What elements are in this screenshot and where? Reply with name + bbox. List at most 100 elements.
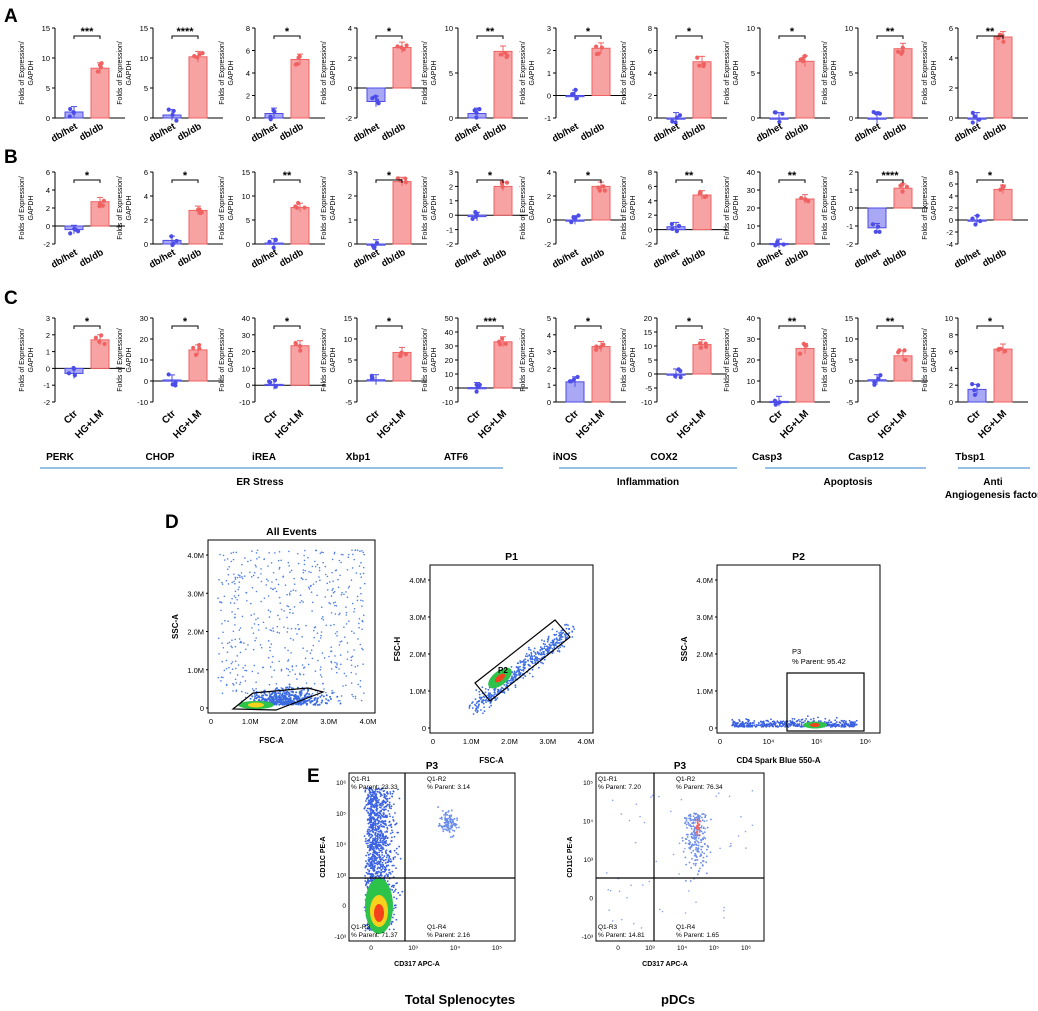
event-dot (372, 868, 375, 871)
event-dot (543, 645, 546, 648)
event-dot (529, 658, 532, 661)
event-dot (380, 825, 382, 827)
data-point (370, 96, 375, 101)
gene-name-perk: PERK (46, 452, 75, 463)
event-dot (478, 703, 480, 706)
event-dot (606, 872, 608, 874)
significance-label: * (488, 170, 493, 182)
event-dot (234, 578, 237, 580)
event-dot (380, 804, 383, 807)
group-label: HG+LM (476, 408, 509, 441)
event-dot (314, 702, 317, 705)
event-dot (267, 565, 269, 567)
event-dot (234, 616, 236, 619)
event-dot (686, 836, 689, 838)
event-dot (290, 701, 293, 704)
event-dot (533, 647, 536, 650)
y-tick-label: 5 (648, 356, 652, 365)
category-label: Inflammation (617, 477, 679, 488)
group-label: Ctr (62, 408, 80, 426)
event-dot (368, 929, 371, 932)
event-dot (246, 599, 248, 602)
event-dot (703, 836, 705, 839)
event-dot (276, 631, 279, 634)
event-dot (533, 654, 536, 657)
event-dot (521, 661, 523, 663)
event-dot (362, 663, 364, 665)
event-dot (789, 720, 792, 722)
event-dot (488, 706, 491, 709)
event-dot (382, 790, 385, 793)
event-dot (286, 593, 288, 596)
y-tick-label: 30 (747, 335, 755, 344)
event-dot (350, 656, 353, 659)
event-dot (703, 820, 706, 823)
data-point (571, 215, 576, 220)
data-point (472, 108, 477, 113)
event-dot (314, 565, 317, 568)
event-dot (221, 660, 224, 663)
data-point (697, 341, 703, 346)
event-dot (852, 725, 855, 727)
y-axis-label-line2: GAPDH (529, 196, 536, 221)
event-dot (389, 872, 392, 875)
event-dot (293, 577, 295, 580)
event-dot (610, 787, 612, 790)
event-dot (316, 594, 318, 597)
event-dot (320, 617, 323, 620)
event-dot (267, 640, 270, 642)
y-tick-label: -2 (846, 240, 853, 249)
y-tick-label: 0 (648, 226, 652, 235)
event-dot (314, 549, 317, 552)
y-axis-label-line2: GAPDH (733, 348, 740, 373)
event-dot (693, 854, 696, 857)
event-dot (681, 837, 684, 839)
event-dot (345, 591, 347, 593)
data-point (403, 176, 408, 181)
event-dot (274, 700, 277, 703)
data-point (973, 222, 978, 227)
event-dot (533, 658, 536, 661)
event-dot (367, 803, 370, 806)
y-tick-label: 30 (242, 331, 250, 340)
event-dot (313, 636, 315, 639)
event-dot (350, 682, 353, 684)
group-label: db/het (351, 121, 382, 145)
event-dot (747, 720, 750, 723)
event-dot (365, 809, 368, 812)
data-point (100, 203, 105, 208)
event-dot (523, 667, 526, 670)
data-point (373, 94, 378, 99)
event-dot (672, 853, 675, 856)
event-dot (541, 647, 544, 650)
y-tick-label: 10 (945, 314, 953, 323)
event-dot (239, 683, 241, 686)
event-dot (379, 816, 381, 818)
event-dot (318, 567, 321, 569)
data-point (1002, 349, 1008, 354)
event-dot (560, 638, 563, 641)
event-dot-dense (698, 820, 701, 823)
event-dot (789, 725, 791, 727)
event-dot (233, 602, 236, 604)
event-dot-dense (696, 818, 699, 821)
event-dot (285, 667, 288, 670)
event-dot (384, 820, 387, 822)
event-dot (268, 683, 271, 686)
y-tick-label: -1 (846, 222, 853, 231)
event-dot (368, 788, 371, 791)
event-dot (829, 721, 832, 724)
data-point (797, 351, 803, 356)
event-dot (391, 816, 394, 819)
event-dot (353, 649, 355, 651)
event-dot (560, 634, 563, 637)
event-dot (696, 859, 699, 861)
event-dot (295, 691, 298, 694)
event-dot (330, 646, 333, 648)
event-dot (362, 600, 364, 602)
event-dot (379, 835, 382, 837)
event-dot (489, 696, 492, 699)
event-dot (364, 924, 367, 927)
